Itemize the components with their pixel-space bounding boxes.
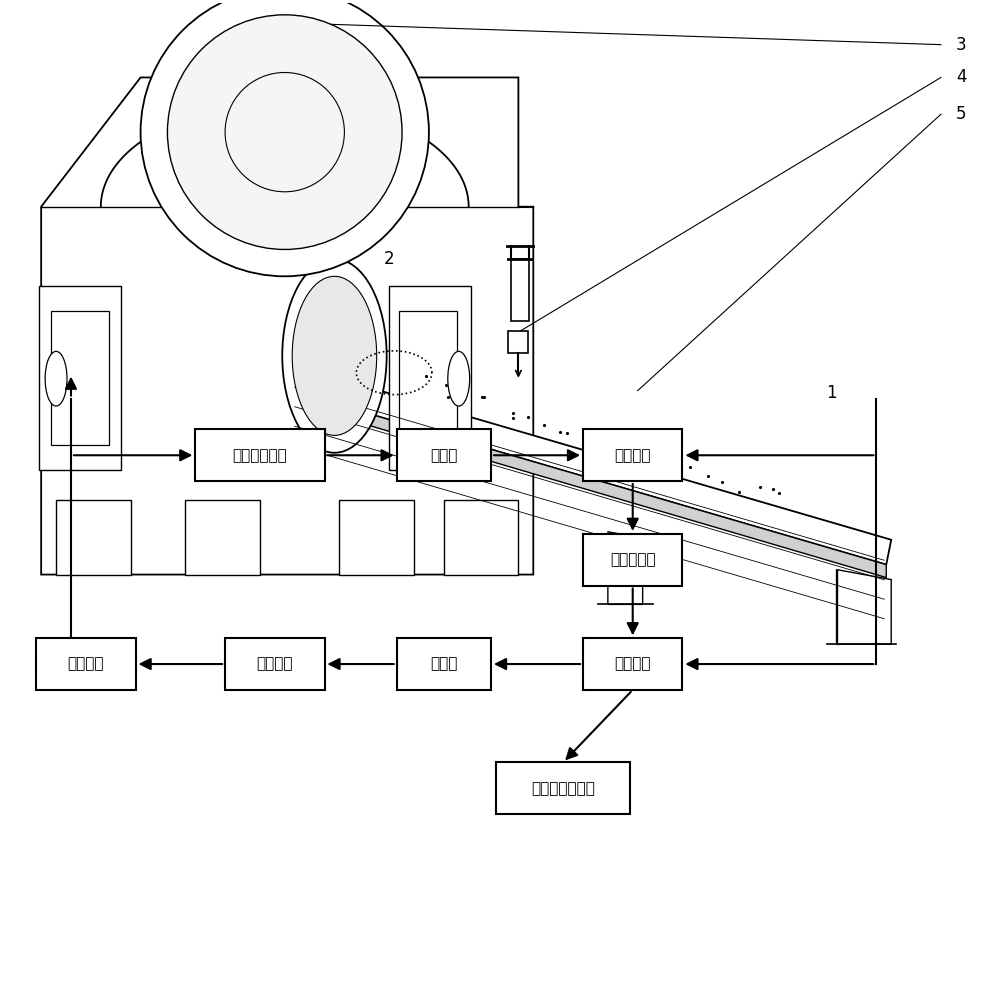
Ellipse shape <box>448 351 470 406</box>
Bar <box>195 429 324 481</box>
Bar <box>399 311 457 445</box>
Bar <box>389 286 471 470</box>
Text: 2: 2 <box>384 250 395 268</box>
Polygon shape <box>290 366 891 565</box>
Ellipse shape <box>292 276 377 435</box>
Bar <box>497 762 630 814</box>
Bar <box>397 429 492 481</box>
Polygon shape <box>41 77 533 575</box>
Text: 5: 5 <box>956 105 966 123</box>
Polygon shape <box>608 532 643 604</box>
Bar <box>508 331 528 353</box>
Text: 4: 4 <box>956 68 966 86</box>
Bar <box>185 500 260 575</box>
Text: 输入装置: 输入装置 <box>614 448 651 463</box>
Bar <box>444 500 518 575</box>
Bar <box>397 638 492 690</box>
Ellipse shape <box>45 351 67 406</box>
Text: 磁场电源: 磁场电源 <box>256 657 293 672</box>
Bar <box>39 286 121 470</box>
Text: 3: 3 <box>956 36 966 54</box>
Text: 发送器: 发送器 <box>430 657 458 672</box>
Bar <box>583 638 682 690</box>
Bar <box>583 534 682 586</box>
Bar <box>56 500 131 575</box>
Polygon shape <box>836 570 891 644</box>
Ellipse shape <box>282 259 387 453</box>
Bar <box>51 311 109 445</box>
Text: 计算机装置: 计算机装置 <box>610 552 656 567</box>
Text: 静磁场体: 静磁场体 <box>68 657 104 672</box>
Circle shape <box>167 15 402 249</box>
Bar <box>225 638 324 690</box>
Bar <box>511 259 529 321</box>
Text: 接收器: 接收器 <box>430 448 458 463</box>
Bar <box>583 429 682 481</box>
Text: 输出装置: 输出装置 <box>614 657 651 672</box>
Bar <box>339 500 414 575</box>
Polygon shape <box>290 391 886 578</box>
Bar <box>36 638 136 690</box>
Text: 倾斜磁场线圈: 倾斜磁场线圈 <box>232 448 287 463</box>
Text: 1: 1 <box>827 384 837 402</box>
Circle shape <box>141 0 429 276</box>
Text: 头戴式显示设备: 头戴式显示设备 <box>531 781 595 796</box>
